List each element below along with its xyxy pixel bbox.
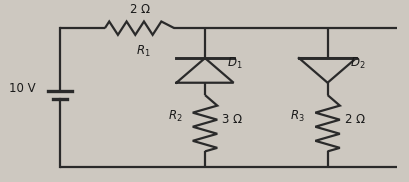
Text: 2 $\Omega$: 2 $\Omega$ bbox=[343, 113, 365, 126]
Text: $R_3$: $R_3$ bbox=[290, 109, 304, 124]
Text: 3 $\Omega$: 3 $\Omega$ bbox=[221, 113, 243, 126]
Text: $D_1$: $D_1$ bbox=[227, 56, 243, 71]
Text: 10 V: 10 V bbox=[9, 82, 35, 95]
Text: $D_2$: $D_2$ bbox=[349, 56, 365, 71]
Text: $R_2$: $R_2$ bbox=[168, 109, 182, 124]
Text: 2 $\Omega$: 2 $\Omega$ bbox=[128, 3, 150, 16]
Text: $R_1$: $R_1$ bbox=[136, 44, 151, 59]
